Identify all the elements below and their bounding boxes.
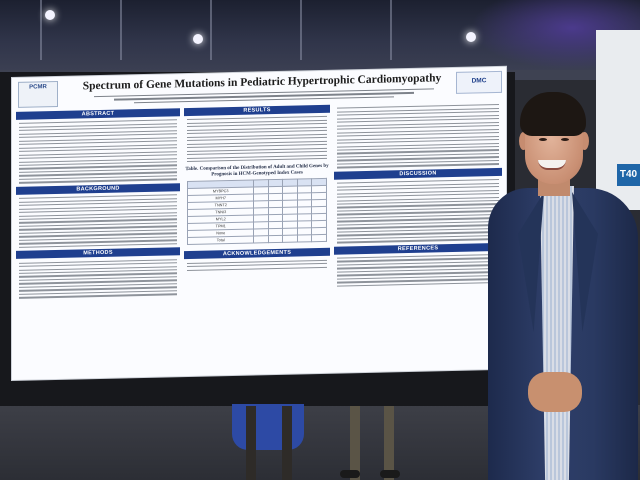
presenter-eye: [561, 138, 569, 141]
methods-body: [16, 256, 180, 302]
presenter-ear: [519, 132, 528, 150]
ceiling-light: [193, 34, 203, 44]
attendee-shoe: [380, 470, 400, 478]
ceiling-truss: [300, 0, 302, 60]
ceiling-truss: [390, 0, 392, 60]
presenter-smile: [538, 160, 566, 170]
ceiling-truss: [120, 0, 122, 60]
ceiling-light: [466, 32, 476, 42]
presenter-hands: [528, 372, 582, 412]
ceiling-truss: [210, 0, 212, 60]
dmc-logo: DMC: [456, 70, 502, 94]
background-body: [16, 191, 180, 251]
attendee-leg: [350, 406, 360, 480]
booth-number-sign: T40: [617, 164, 640, 186]
attendee-leg: [246, 406, 256, 480]
presenter-hair: [520, 92, 586, 136]
acknowledgements-body: [184, 256, 330, 274]
presenter-eye: [539, 138, 547, 141]
presenter-ear: [580, 132, 589, 150]
attendee-skirt: [232, 404, 304, 450]
abstract-body: [16, 116, 180, 187]
attendee-leg: [282, 406, 292, 480]
attendee-shoe: [340, 470, 360, 478]
pcmr-logo: PCMR: [18, 80, 58, 108]
table-caption: Table. Comparison of the Distribution of…: [185, 164, 329, 178]
poster-right-column: DISCUSSION REFERENCES: [334, 101, 502, 290]
ceiling-light: [45, 10, 55, 20]
poster-left-column: ABSTRACT BACKGROUND METHODS: [16, 108, 180, 302]
table-row-label: Total: [187, 236, 254, 246]
results-body: [184, 113, 330, 166]
attendee-leg: [384, 406, 394, 480]
research-poster: PCMR DMC Spectrum of Gene Mutations in P…: [12, 66, 506, 380]
genotype-table: MYBPC3 MYH7 TNNT2 TNNI3 MYL2 TPM1 None T…: [187, 178, 327, 246]
discussion-body: [334, 176, 502, 247]
poster-middle-column: RESULTS Table. Comparison of the Distrib…: [184, 104, 330, 274]
results-continued: [334, 101, 502, 172]
references-body: [334, 251, 502, 290]
presenter-shirt: [540, 186, 574, 480]
ceiling-truss: [40, 0, 42, 60]
